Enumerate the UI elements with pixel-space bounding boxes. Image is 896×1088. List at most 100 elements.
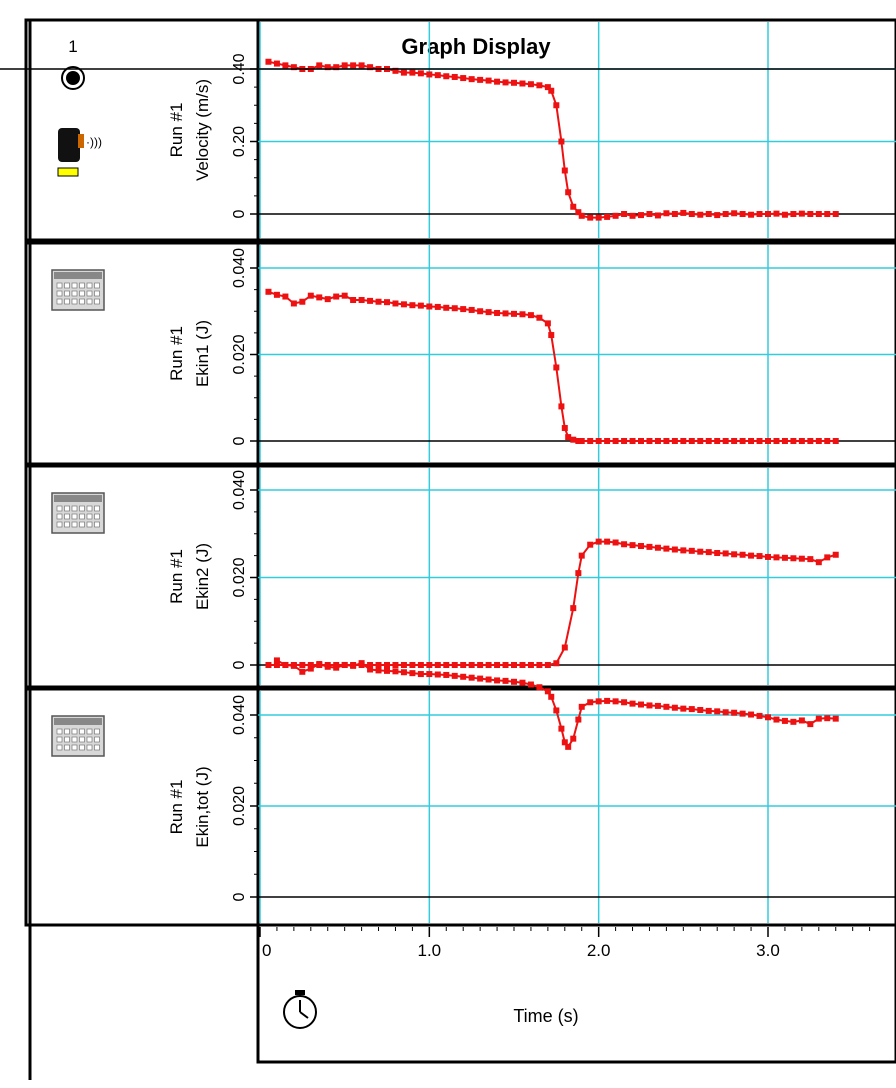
data-point [502, 79, 509, 86]
data-point [731, 438, 738, 444]
data-point [548, 693, 555, 700]
data-point [527, 662, 534, 668]
calculator-key [71, 728, 78, 735]
data-point [477, 662, 484, 668]
data-point [451, 305, 458, 312]
calculator-key [56, 521, 63, 528]
data-point [781, 438, 788, 444]
data-point [578, 703, 585, 710]
calculator-key [79, 505, 85, 512]
data-point [375, 667, 382, 674]
data-point [604, 213, 611, 220]
calculator-key [64, 298, 70, 305]
data-point [400, 301, 407, 308]
data-point [477, 308, 484, 315]
data-point [587, 214, 594, 221]
data-point [468, 306, 475, 313]
sensor-dot [66, 71, 80, 85]
calculator-key [71, 282, 78, 289]
data-point [527, 312, 534, 319]
data-point [485, 77, 492, 84]
data-point [468, 662, 475, 668]
data-point [316, 294, 323, 301]
sensor-channel-1-icon[interactable] [61, 66, 85, 90]
data-point [553, 707, 560, 714]
data-point [519, 662, 526, 668]
panel-frame [24, 687, 896, 927]
data-point [477, 675, 484, 682]
data-point [595, 538, 602, 545]
calculator-key [56, 282, 63, 289]
data-point [273, 60, 280, 67]
motion-sensor-icon[interactable]: ·))) [57, 128, 102, 177]
data-point [561, 425, 568, 432]
data-point [341, 661, 348, 668]
data-point [722, 550, 729, 557]
data-point [722, 211, 729, 217]
data-point [273, 291, 280, 298]
data-point [426, 71, 433, 78]
data-point [409, 69, 416, 76]
data-point [477, 76, 484, 83]
data-point [392, 662, 399, 668]
y-tick-label: 0.040 [231, 695, 248, 735]
calculator-key [79, 736, 85, 743]
data-point [350, 297, 357, 304]
calculator-key [86, 513, 93, 520]
data-point [548, 332, 555, 339]
data-point [798, 210, 805, 217]
data-point [638, 438, 644, 444]
data-point [604, 438, 611, 444]
data-point [384, 299, 390, 306]
calculator-icon[interactable] [51, 492, 105, 534]
calculator-icon[interactable] [51, 269, 105, 311]
data-point [654, 702, 661, 709]
data-point [612, 539, 619, 546]
data-point [570, 203, 577, 210]
stopwatch-icon[interactable] [283, 990, 317, 1029]
data-point [815, 715, 822, 722]
calculator-key [94, 736, 100, 743]
data-point [638, 701, 644, 708]
data-point [290, 64, 297, 71]
data-point [731, 709, 738, 716]
calculator-icon[interactable] [51, 715, 105, 757]
y-axis-label: Ekin2 (J) [193, 543, 212, 610]
data-point [443, 662, 450, 668]
x-tick-label: 1.0 [418, 941, 442, 960]
data-point [773, 210, 780, 217]
data-point [629, 438, 636, 444]
data-point [485, 676, 492, 683]
data-point [654, 438, 661, 444]
data-point [790, 438, 797, 444]
y-tick-label: 0 [231, 209, 248, 218]
data-point [409, 302, 416, 309]
data-point [671, 704, 678, 711]
calculator-key [64, 728, 70, 735]
graph-panel-2: 0 0.020 0.040 Run #1 Ekin1 (J) [24, 241, 896, 466]
calculator-key [64, 521, 70, 528]
data-point [575, 209, 582, 216]
y-axis-label: Ekin1 (J) [193, 320, 212, 387]
y-axis-run-label: Run #1 [167, 549, 186, 604]
data-point [443, 304, 450, 311]
motion-sensor-face [78, 134, 84, 148]
data-point [392, 300, 399, 307]
data-point [688, 211, 695, 217]
data-point [548, 87, 555, 94]
data-point [663, 210, 670, 217]
y-tick-label: 0 [231, 436, 248, 445]
data-point [570, 735, 577, 742]
data-point [519, 311, 526, 318]
data-point [680, 438, 687, 444]
calculator-key [86, 521, 93, 528]
data-point [434, 671, 441, 678]
data-point [663, 438, 670, 444]
data-point [697, 548, 704, 555]
data-point [511, 79, 517, 86]
data-point [333, 293, 340, 300]
data-point [688, 706, 695, 713]
data-point [502, 677, 509, 684]
data-point [832, 438, 839, 444]
data-point [434, 662, 441, 668]
